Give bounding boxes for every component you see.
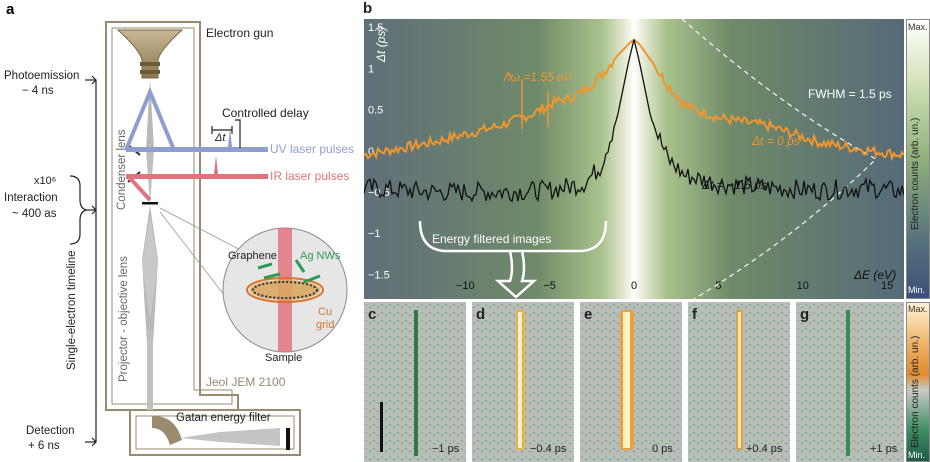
label-jeol: Jeol JEM 2100: [206, 375, 286, 389]
y-tick-label: 0: [368, 146, 374, 158]
panel-g-time: +1 ps: [870, 443, 898, 455]
panel-e-letter: e: [584, 306, 593, 323]
label-uv-laser: UV laser pulses: [270, 142, 355, 156]
panel-b-chart: −10 −5 0 5 10 151.510.50−0.5−1−1.5: [364, 19, 904, 299]
fwhm-label: FWHM = 1.5 ps: [808, 87, 892, 101]
x-tick-label: 15: [881, 280, 893, 292]
label-detection: Detection: [26, 425, 75, 437]
ir-laser-beam: [126, 174, 268, 179]
label-cu: Cu: [318, 306, 333, 318]
label-condenser-lens: Condenser lens: [116, 129, 128, 210]
y-tick-label: 1: [368, 63, 374, 75]
panel-b-letter: b: [363, 0, 373, 17]
uv-pulse-icon: [228, 128, 232, 147]
hw-label: ℏω =1.55 eV: [503, 70, 572, 84]
ir-pulse-icon: [214, 155, 218, 174]
bottom-colorbar-max: Max.: [908, 304, 928, 314]
label-gatan: Gatan energy filter: [176, 412, 271, 424]
label-photoemission-time: − 4 ns: [22, 85, 54, 97]
efi-arrow-icon: [494, 250, 538, 299]
x-tick-label: −5: [543, 280, 556, 292]
detector: [286, 428, 290, 450]
delay-arrow-icon: [211, 126, 233, 134]
chart-background: [364, 19, 904, 299]
bottom-colorbar: [906, 302, 930, 462]
efi-label: Energy filtered images: [432, 232, 552, 246]
x-tick-label: 5: [715, 280, 721, 292]
label-controlled-delay: Controlled delay: [222, 106, 309, 120]
y-tick-label: −1: [368, 228, 381, 240]
dtm-label: Δt = −1.6 ps: [702, 178, 767, 192]
dt0-label: Δt = 0 ps: [752, 134, 800, 148]
panel-e-time: 0 ps: [652, 443, 673, 455]
x-tick-label: 10: [797, 280, 809, 292]
y-tick-label: 0.5: [368, 105, 383, 117]
electron-beam: [146, 78, 154, 150]
sample-inset: [222, 227, 348, 353]
bottom-colorbar-min: Min.: [908, 450, 926, 460]
top-colorbar-label: Electron counts (arb. un.): [910, 117, 921, 230]
label-timeline: Single-electron timeline: [66, 250, 78, 370]
panel-d-time: −0.4 ps: [530, 443, 567, 455]
fwhm-dashed-curve: [681, 19, 878, 299]
x-axis-label: ΔE (eV): [854, 268, 897, 282]
top-colorbar-max: Max.: [908, 22, 928, 32]
panel-c-time: −1 ps: [432, 443, 460, 455]
uv-laser-beam: [124, 86, 176, 151]
x-tick-label: −10: [456, 280, 475, 292]
timeline: [69, 75, 97, 447]
label-projector-lens: Projector - objective lens: [118, 256, 130, 382]
panel-c-letter: c: [368, 306, 377, 323]
panel-f-letter: f: [692, 306, 697, 323]
hw-marker-lines: [521, 79, 549, 129]
label-detection-time: + 6 ns: [28, 440, 60, 452]
label-ir-laser: IR laser pulses: [270, 169, 350, 183]
energy-filter-icon: [152, 415, 182, 445]
label-interaction: Interaction: [4, 192, 58, 204]
label-ag-nws: Ag NWs: [300, 250, 341, 262]
y-tick-label: 1.5: [368, 22, 383, 34]
top-colorbar-min: Min.: [908, 285, 926, 295]
panel-g-letter: g: [800, 306, 810, 323]
panel-d-letter: d: [476, 306, 486, 323]
panel-a-letter: a: [6, 1, 15, 18]
label-interaction-time: ~ 400 as: [12, 208, 57, 220]
y-tick-label: −1.5: [368, 269, 390, 281]
label-repeat: x10⁶: [34, 175, 57, 187]
label-electron-gun: Electron gun: [206, 26, 274, 40]
label-photoemission: Photoemission: [4, 70, 80, 82]
projector-lens: [142, 215, 158, 320]
sample-marker: [142, 202, 158, 205]
series-dtm-line: [364, 39, 904, 203]
label-graphene: Graphene: [228, 250, 277, 262]
bottom-colorbar-label: Electron counts (arb. un.): [910, 335, 921, 448]
image-strip: [364, 302, 904, 462]
label-grid: grid: [316, 319, 335, 331]
label-delta-t: Δt: [215, 132, 226, 144]
scale-bar: [380, 402, 383, 452]
efi-bracket: [418, 220, 608, 253]
electron-gun-icon: [116, 29, 184, 79]
y-axis-label: Δt (ps): [374, 26, 388, 62]
panel-f-time: +0.4 ps: [746, 443, 783, 455]
x-tick-label: 0: [631, 280, 637, 292]
tem-column: [105, 21, 301, 456]
panel-a-diagram: a: [6, 1, 348, 456]
label-sample: Sample: [265, 352, 303, 364]
